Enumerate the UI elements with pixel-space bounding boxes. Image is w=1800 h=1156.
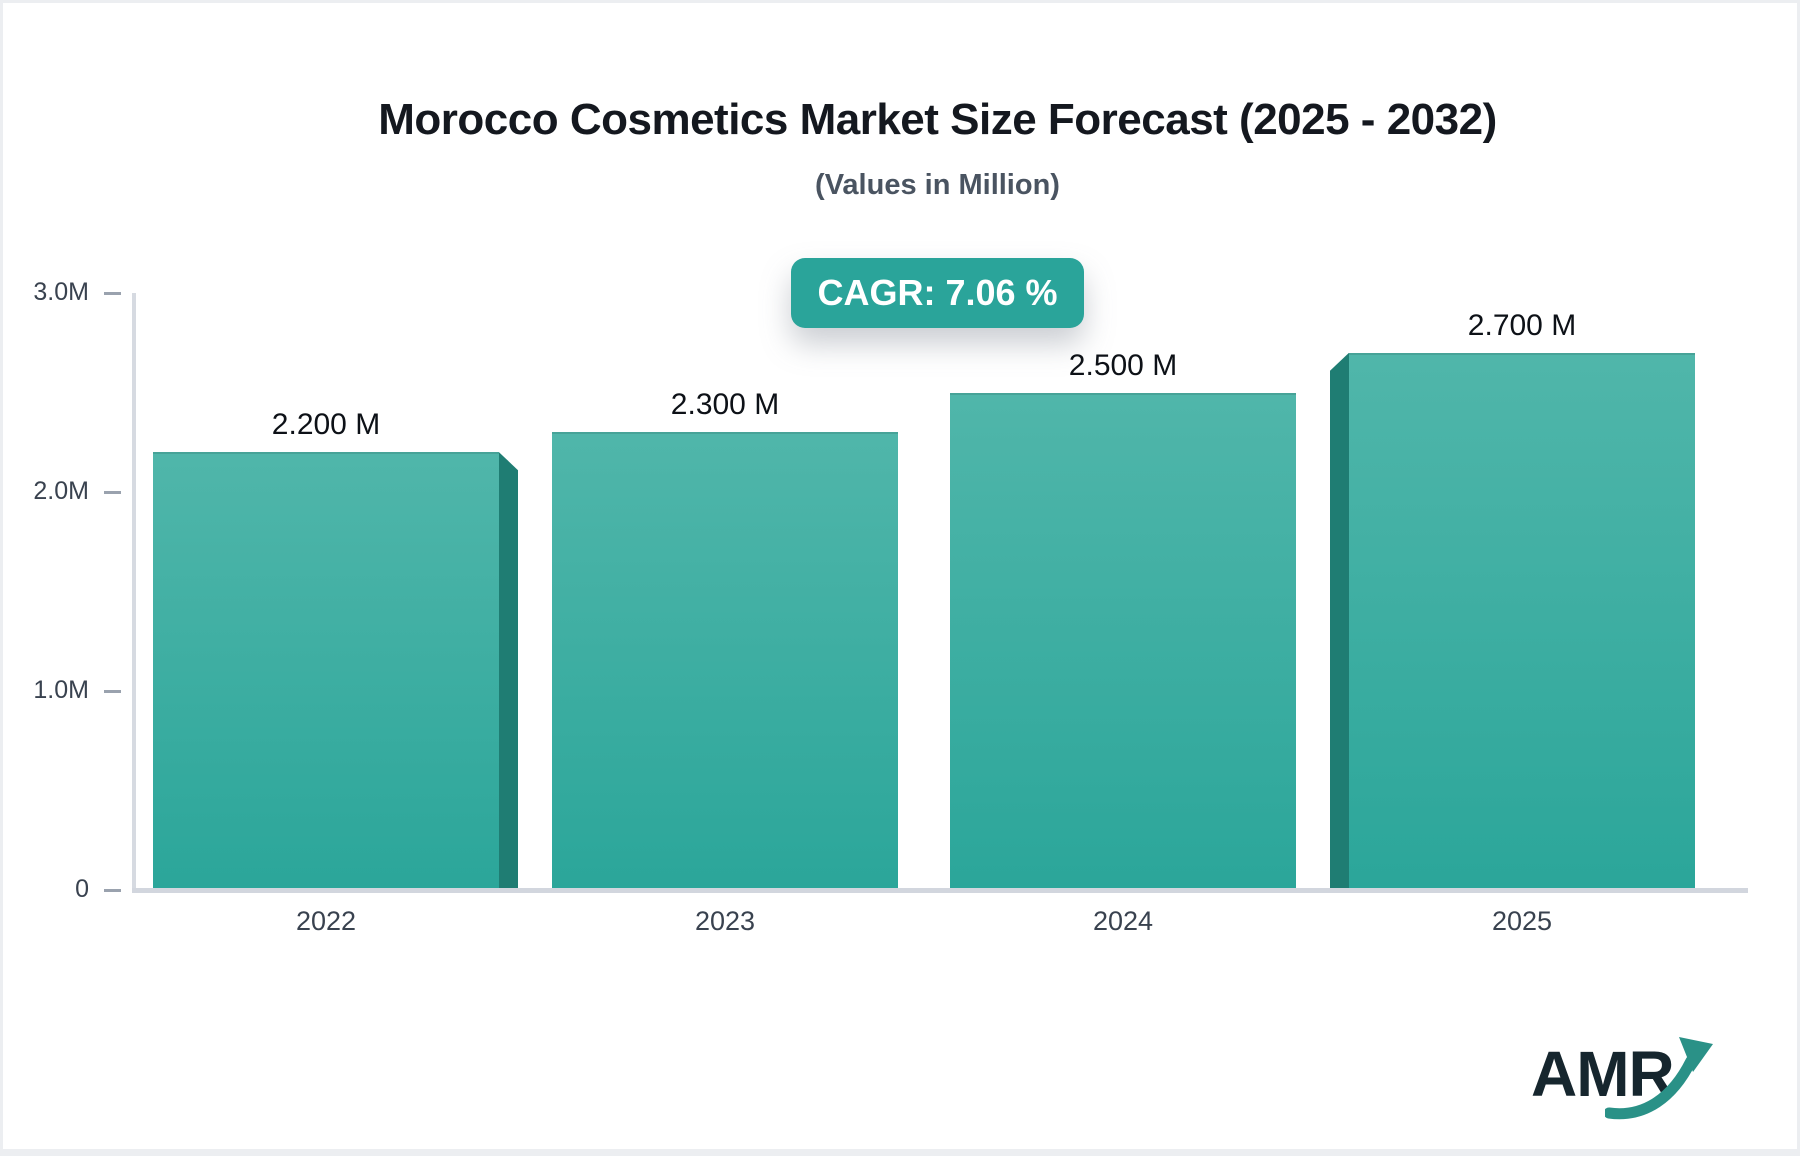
x-axis-tick-label: 2023 [694,906,756,936]
y-axis-tick [104,291,121,295]
cagr-badge: CAGR: 7.06 % [132,258,1743,328]
bar-3d-side-2025 [1330,352,1349,888]
y-axis-tick-label: 1.0M [33,676,89,704]
y-axis-tick-label: 2.0M [33,477,89,505]
y-axis-tick [104,490,121,494]
bar-2023 [552,432,898,888]
x-axis-line [132,888,1748,893]
bar-value-label: 2.700 M [1467,308,1577,342]
growth-arrow-icon [1605,1037,1713,1120]
bar-value-label: 2.200 M [271,408,381,442]
y-axis-line [132,293,136,892]
chart-title: Morocco Cosmetics Market Size Forecast (… [378,95,1497,144]
chart-subtitle: (Values in Million) [815,169,1060,201]
y-axis-tick-label: 0 [75,875,89,903]
bar-value-label: 2.300 M [670,388,780,422]
x-axis-tick-label: 2022 [295,906,357,936]
amr-logo-text: AMR [1531,1038,1675,1110]
y-axis-tick-label: 3.0M [33,278,89,306]
y-axis-tick [104,888,121,892]
x-axis-tick-label: 2024 [1092,906,1154,936]
cagr-badge-label: CAGR: 7.06 % [791,258,1084,328]
bar-2022 [153,452,499,888]
bar-2025 [1349,352,1695,888]
x-axis-tick-label: 2025 [1491,906,1553,936]
amr-logo: AMR [1531,1037,1781,1137]
bar-chart-plot-area: 0 1.0M 2.0M 3.0M 2.200 M 2022 2.300 M 2023 2.500… [3,3,1797,1149]
y-axis-tick [104,689,121,693]
bar-2024 [950,392,1296,888]
bar-3d-side-2022 [499,452,518,888]
chart-card: Morocco Cosmetics Market Size Forecast (… [3,3,1797,1149]
bar-value-label: 2.500 M [1068,348,1178,382]
